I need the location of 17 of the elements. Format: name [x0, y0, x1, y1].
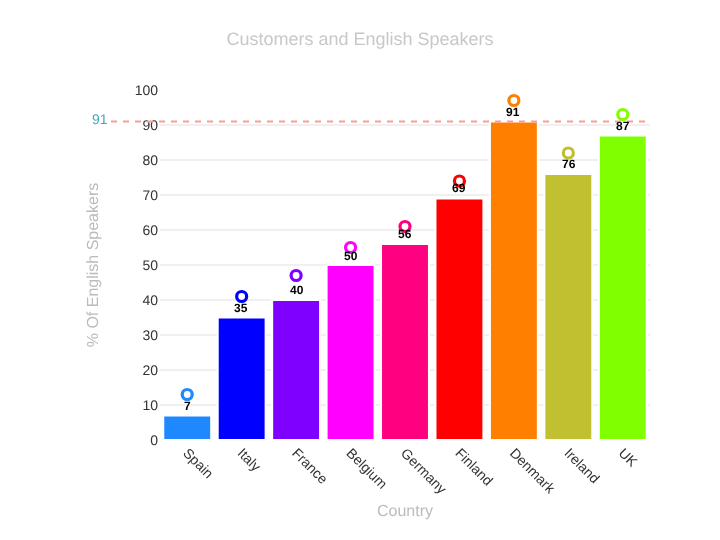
- bar: [162, 414, 213, 440]
- point: [616, 107, 630, 122]
- point: [507, 93, 521, 108]
- bar: [325, 264, 376, 440]
- bar: [597, 134, 648, 440]
- point: [235, 289, 249, 304]
- bar: [216, 316, 267, 440]
- bar: [380, 243, 430, 440]
- point: [180, 387, 194, 402]
- bar: [488, 120, 539, 440]
- point: [561, 146, 575, 160]
- bar: [543, 173, 594, 440]
- y-axis-title: % Of English Speakers: [84, 182, 103, 348]
- x-axis-title: Country: [376, 502, 434, 521]
- bar: [434, 197, 485, 440]
- bar: [271, 299, 322, 440]
- point: [289, 268, 303, 283]
